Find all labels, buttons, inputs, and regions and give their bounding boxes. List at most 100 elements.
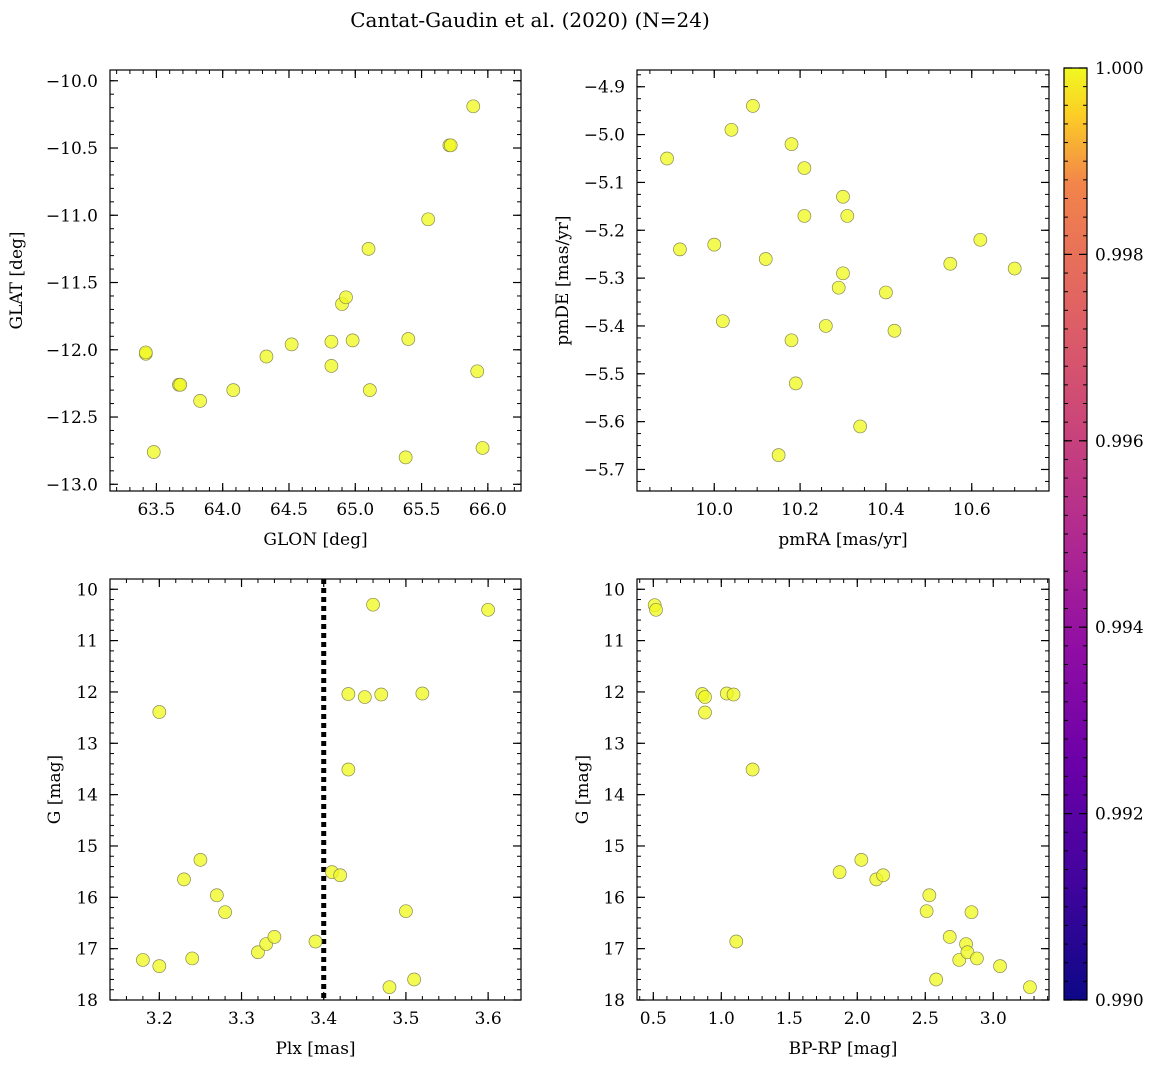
data-point <box>840 209 855 223</box>
data-point <box>832 865 847 880</box>
x-axis-label: Plx [mas] <box>275 1039 355 1059</box>
data-point <box>251 945 265 960</box>
data-point <box>746 99 760 113</box>
x-tick-label: 65.0 <box>336 500 374 520</box>
data-point <box>374 687 389 702</box>
data-point <box>698 690 712 704</box>
x-tick-label: 2.5 <box>912 1009 939 1029</box>
data-point <box>887 323 902 338</box>
data-point <box>660 151 674 166</box>
data-point <box>818 319 833 333</box>
data-point <box>415 686 430 701</box>
panels: 63.5 64.0 64.5 65.0 65.5 66.0 −10.0 −10.5 −11.0 −… <box>7 69 1050 1059</box>
data-point <box>218 905 232 920</box>
data-point <box>193 394 208 408</box>
x-tick-label: 64.5 <box>270 500 308 520</box>
data-point <box>942 929 957 944</box>
data-point <box>797 161 812 175</box>
data-point <box>715 314 730 329</box>
x-tick-label: 3.4 <box>310 1009 337 1029</box>
y-tick-label: −12.5 <box>46 408 98 428</box>
y-tick-label: 14 <box>76 786 98 806</box>
data-point <box>879 285 893 300</box>
data-point <box>361 242 376 256</box>
y-tick-label: 16 <box>603 888 625 908</box>
data-point <box>1007 261 1022 276</box>
data-point <box>784 137 799 152</box>
x-tick-label: 3.0 <box>980 1009 1007 1029</box>
data-point <box>797 209 812 223</box>
data-point <box>673 242 687 257</box>
data-point <box>210 888 224 903</box>
data-point <box>854 852 869 867</box>
x-tick-label: 10.0 <box>695 500 733 520</box>
y-tick-label: −5.7 <box>584 460 625 480</box>
y-tick-label: −5.6 <box>584 413 625 433</box>
x-tick-label: 2.0 <box>844 1009 871 1029</box>
panel-2: 10.0 10.2 10.4 10.6 −4.9 −5.0 −5.1 −5.2 −5.3 −5.4… <box>553 69 1050 550</box>
y-tick-label: 13 <box>76 734 98 754</box>
y-tick-label: −11.5 <box>46 274 98 294</box>
data-point <box>324 334 339 349</box>
figure-title: Cantat-Gaudin et al. (2020) (N=24) <box>350 8 710 32</box>
data-point <box>466 99 481 114</box>
data-point <box>784 333 799 348</box>
data-point <box>398 450 413 465</box>
data-point <box>357 690 372 704</box>
data-point <box>173 377 188 392</box>
data-point <box>177 872 191 887</box>
y-tick-label: −13.0 <box>46 475 98 495</box>
y-tick-label: 10 <box>603 580 625 600</box>
x-tick-label: 3.6 <box>475 1009 502 1029</box>
data-point <box>919 904 934 919</box>
data-point <box>836 266 850 281</box>
data-point <box>724 122 739 137</box>
y-tick-label: 10 <box>76 580 98 600</box>
data-point <box>193 852 208 867</box>
y-tick-label: 17 <box>603 940 625 960</box>
x-tick-label: 10.4 <box>867 500 905 520</box>
colorbar-tick-label: 0.998 <box>1095 245 1144 265</box>
data-point <box>788 376 803 391</box>
data-point <box>267 929 282 944</box>
y-tick-label: −4.9 <box>584 78 625 98</box>
x-tick-label: 63.5 <box>137 500 175 520</box>
y-tick-label: −5.0 <box>584 126 625 146</box>
data-point <box>399 904 413 919</box>
data-point <box>729 934 744 949</box>
y-tick-label: 16 <box>76 888 98 908</box>
x-tick-label: 10.2 <box>781 500 819 520</box>
data-point <box>152 959 167 973</box>
data-point <box>758 252 773 266</box>
data-point <box>481 602 495 617</box>
panel-3: 3.2 3.3 3.4 3.5 3.6 10 11 12 13 14 15 16 17 18 Plx [ma… <box>45 578 522 1059</box>
panel-4: 0.5 1.0 1.5 2.0 2.5 3.0 10 11 12 13 14 15 16 17 18 BP-R… <box>573 578 1050 1059</box>
axes-frame <box>636 578 1050 1001</box>
data-point <box>707 237 722 252</box>
colorbar-tick-label: 0.992 <box>1095 805 1144 825</box>
data-point <box>226 383 241 397</box>
data-point <box>726 687 741 702</box>
y-tick-label: −5.2 <box>584 221 625 241</box>
y-tick-label: −5.5 <box>584 365 625 385</box>
data-point <box>382 980 397 995</box>
x-tick-label: 3.2 <box>146 1009 173 1029</box>
axes-frame <box>109 578 522 1001</box>
colorbar-tick-label: 1.000 <box>1095 59 1144 79</box>
data-point <box>831 280 846 295</box>
y-tick-label: −10.0 <box>46 72 98 92</box>
data-point <box>185 951 200 966</box>
data-point <box>345 333 360 348</box>
y-tick-label: −10.5 <box>46 139 98 159</box>
data-point <box>970 951 984 966</box>
data-point <box>853 419 868 434</box>
colorbar-tick-label: 0.994 <box>1095 618 1144 638</box>
data-point <box>333 868 348 883</box>
y-tick-label: 13 <box>603 734 625 754</box>
data-point <box>407 972 421 987</box>
x-tick-label: 10.6 <box>953 500 991 520</box>
data-point <box>964 905 979 920</box>
y-tick-label: −5.1 <box>584 173 625 193</box>
data-point <box>366 597 380 612</box>
data-point <box>259 349 274 364</box>
